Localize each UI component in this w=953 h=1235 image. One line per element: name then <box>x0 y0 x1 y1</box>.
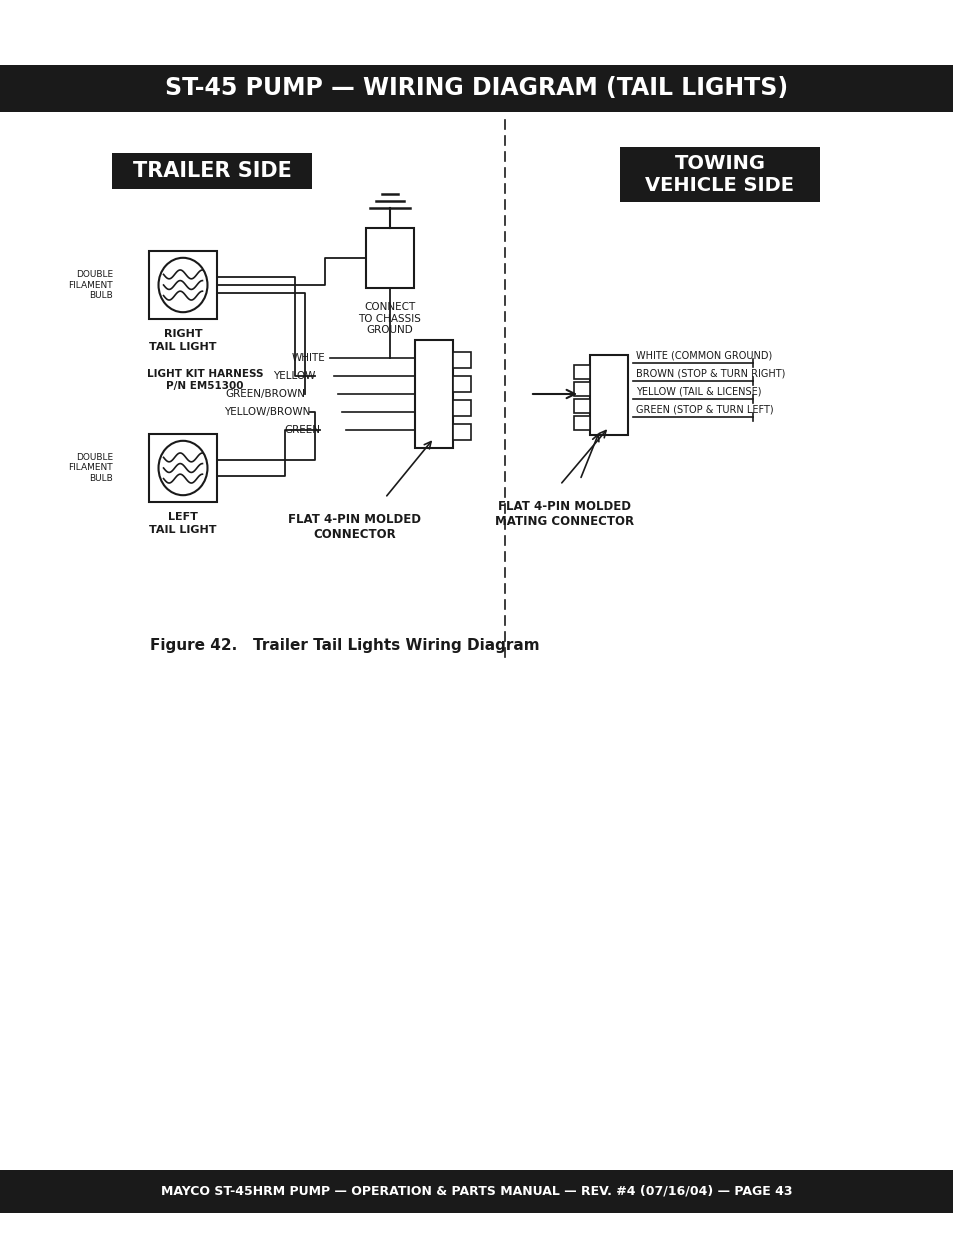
Bar <box>453 352 471 368</box>
Bar <box>574 399 589 412</box>
Bar <box>453 375 471 391</box>
Text: GREEN (STOP & TURN LEFT): GREEN (STOP & TURN LEFT) <box>636 404 773 414</box>
Text: YELLOW (TAIL & LICENSE): YELLOW (TAIL & LICENSE) <box>636 387 760 396</box>
Text: GREEN/BROWN: GREEN/BROWN <box>225 389 305 399</box>
Bar <box>112 153 312 189</box>
Bar <box>574 382 589 396</box>
Text: BROWN (STOP & TURN RIGHT): BROWN (STOP & TURN RIGHT) <box>636 368 784 378</box>
Bar <box>0 65 953 112</box>
Text: CONNECT
TO CHASSIS
GROUND: CONNECT TO CHASSIS GROUND <box>358 303 421 335</box>
Text: FLAT 4-PIN MOLDED
CONNECTOR: FLAT 4-PIN MOLDED CONNECTOR <box>288 513 421 541</box>
Text: Figure 42.   Trailer Tail Lights Wiring Diagram: Figure 42. Trailer Tail Lights Wiring Di… <box>150 638 539 653</box>
Bar <box>149 251 216 319</box>
Text: TAIL LIGHT: TAIL LIGHT <box>149 525 216 535</box>
Text: RIGHT: RIGHT <box>164 329 202 338</box>
Text: WHITE (COMMON GROUND): WHITE (COMMON GROUND) <box>636 350 771 359</box>
Bar <box>366 228 414 288</box>
Text: ST-45 PUMP — WIRING DIAGRAM (TAIL LIGHTS): ST-45 PUMP — WIRING DIAGRAM (TAIL LIGHTS… <box>165 77 788 100</box>
Text: TAIL LIGHT: TAIL LIGHT <box>149 342 216 352</box>
Text: TOWING
VEHICLE SIDE: TOWING VEHICLE SIDE <box>645 154 794 195</box>
Text: WHITE: WHITE <box>291 353 325 363</box>
Text: TRAILER SIDE: TRAILER SIDE <box>132 161 291 182</box>
Text: LEFT: LEFT <box>168 513 197 522</box>
Bar <box>589 354 627 435</box>
Bar <box>415 340 453 448</box>
Bar <box>0 1170 953 1213</box>
Bar <box>574 416 589 430</box>
Bar <box>453 400 471 416</box>
Text: YELLOW/BROWN: YELLOW/BROWN <box>223 408 310 417</box>
Text: DOUBLE
FILAMENT
BULB: DOUBLE FILAMENT BULB <box>69 270 112 300</box>
Bar <box>619 147 820 203</box>
Bar <box>453 424 471 440</box>
Bar <box>574 366 589 379</box>
Text: LIGHT KIT HARNESS
P/N EM51300: LIGHT KIT HARNESS P/N EM51300 <box>147 369 263 390</box>
Text: GREEN: GREEN <box>284 425 319 435</box>
Text: YELLOW: YELLOW <box>273 370 314 382</box>
Text: DOUBLE
FILAMENT
BULB: DOUBLE FILAMENT BULB <box>69 453 112 483</box>
Text: FLAT 4-PIN MOLDED
MATING CONNECTOR: FLAT 4-PIN MOLDED MATING CONNECTOR <box>495 500 634 529</box>
Text: MAYCO ST-45HRM PUMP — OPERATION & PARTS MANUAL — REV. #4 (07/16/04) — PAGE 43: MAYCO ST-45HRM PUMP — OPERATION & PARTS … <box>161 1186 792 1198</box>
Bar <box>149 433 216 501</box>
